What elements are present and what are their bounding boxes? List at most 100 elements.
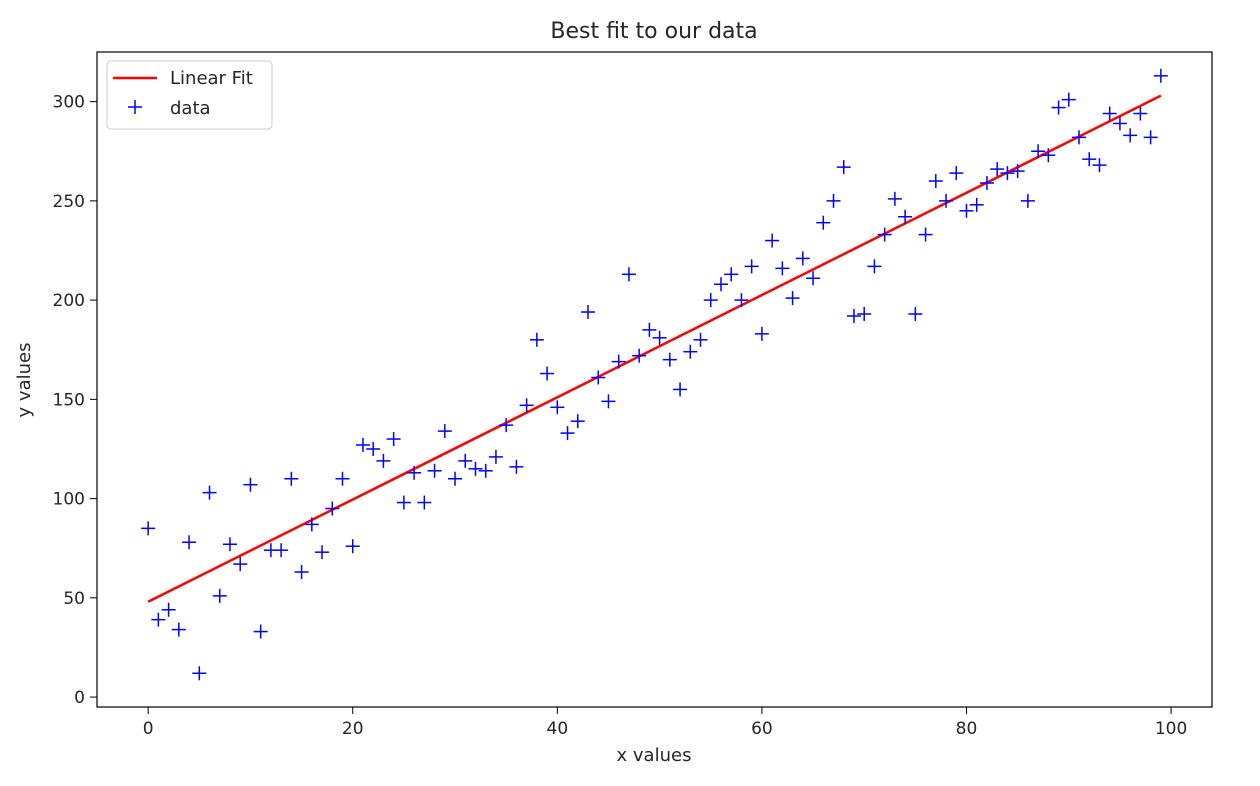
data-point [417,495,432,510]
data-point [662,352,677,367]
data-point [775,261,790,276]
data-point [192,666,207,681]
data-point [1092,158,1107,173]
legend-label-linear-fit: Linear Fit [170,68,253,89]
data-point [1082,152,1097,167]
data-point [1102,106,1117,121]
data-point [488,449,503,464]
data-point [887,191,902,206]
linear-fit-line [147,94,1162,603]
data-point [939,193,954,208]
y-axis-label: y values [14,343,35,418]
data-point [468,461,483,476]
data-point [898,209,913,224]
data-point [1020,193,1035,208]
data-point [366,441,381,456]
legend: Linear Fit data [106,60,273,130]
data-point [519,398,534,413]
data-point [816,215,831,230]
y-axis: 0 50 100 150 200 250 300 [53,93,97,708]
x-tick-label: 20 [342,719,364,739]
data-point [683,344,698,359]
legend-label-data: data [170,98,211,119]
data-point [591,370,606,385]
data-point [632,348,647,363]
data-point [754,326,769,341]
data-point [550,400,565,415]
x-tick-label: 40 [547,719,569,739]
data-point [458,453,473,468]
data-point [570,414,585,429]
x-axis: 0 20 40 60 80 100 [143,707,1187,739]
data-point [1061,92,1076,107]
data-point [540,366,555,381]
data-point [1072,130,1087,145]
data-point [355,438,370,452]
plot-area [96,51,1213,708]
data-point [325,501,340,516]
data-point [560,426,575,441]
data-point [335,471,350,486]
data-point [990,162,1005,177]
data-point [478,463,493,478]
data-point [1051,100,1066,115]
data-point [161,602,176,617]
data-point [1000,166,1015,181]
data-point [795,251,810,266]
data-point [509,459,524,474]
data-point [222,537,237,552]
y-tick-label: 0 [74,688,85,708]
data-point [437,424,452,439]
data-point [141,521,156,536]
data-point [959,203,974,218]
data-point [621,267,636,282]
x-tick-label: 60 [751,719,773,739]
data-point [652,330,667,345]
x-tick-label: 80 [956,719,978,739]
data-point [908,307,923,321]
data-point [284,471,299,486]
data-point [969,197,984,212]
data-point [877,227,892,242]
y-tick-label: 100 [53,490,85,510]
chart-title: Best fit to our data [550,19,757,44]
data-point [407,465,422,480]
data-point [601,394,616,409]
data-point [376,453,391,468]
y-tick-label: 200 [53,291,85,311]
data-point [857,307,872,321]
data-point [765,233,780,248]
data-point [171,622,186,637]
data-point [581,305,596,320]
data-point [785,291,800,306]
data-point [703,293,718,308]
data-point [499,418,514,433]
data-point [846,308,861,323]
data-point [304,517,319,532]
data-point [1041,148,1056,163]
data-point [713,277,728,292]
data-point [928,174,943,189]
data-point [202,485,217,500]
data-point [611,354,626,369]
y-tick-label: 50 [63,589,85,609]
data-point [867,259,882,274]
data-point [345,539,360,554]
data-point [1133,106,1148,121]
data-point [744,259,759,274]
data-point [1143,130,1158,145]
data-point [1153,68,1168,83]
data-point [396,495,411,510]
y-tick-label: 250 [53,192,85,212]
data-point [642,322,657,337]
data-point [243,477,258,492]
y-tick-label: 150 [53,390,85,410]
data-point [448,471,463,486]
data-point [294,565,309,580]
data-point [253,624,268,639]
data-point [734,293,749,308]
data-point [949,166,964,181]
data-point [826,193,841,208]
data-point [315,545,330,560]
data-point [693,332,708,347]
